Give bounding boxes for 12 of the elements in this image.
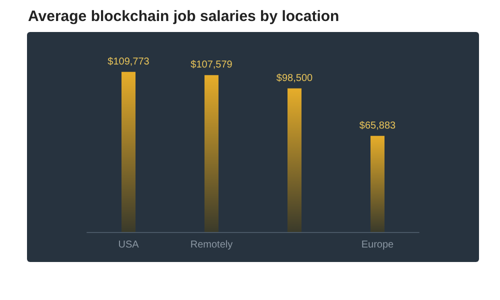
x-tick-label: USA bbox=[118, 240, 140, 250]
bar bbox=[370, 136, 384, 232]
data-label: $107,579 bbox=[190, 60, 233, 71]
data-label: $109,773 bbox=[108, 56, 150, 68]
bar bbox=[122, 72, 136, 232]
data-label: $98,500 bbox=[276, 72, 314, 84]
x-tick-label: Europe bbox=[361, 240, 394, 250]
bar bbox=[288, 88, 302, 232]
data-label: $65,883 bbox=[359, 120, 396, 132]
bar bbox=[204, 75, 218, 232]
x-tick-label: Remotely bbox=[190, 240, 233, 250]
chart-title: Average blockchain job salaries by location bbox=[28, 8, 340, 25]
